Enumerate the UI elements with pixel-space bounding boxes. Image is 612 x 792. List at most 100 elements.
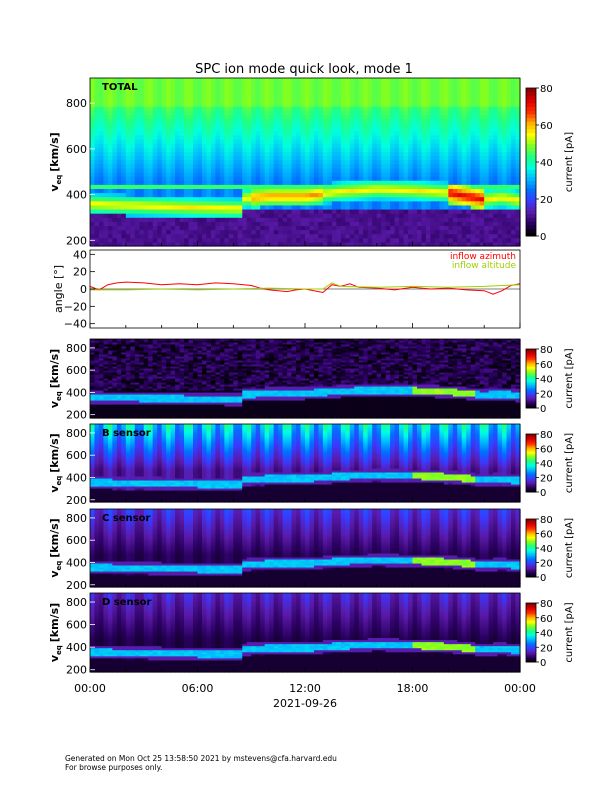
heatmap-cell [161,375,167,379]
heatmap-cell [421,78,427,83]
heatmap-cell [152,171,158,177]
heatmap-cell [210,114,217,120]
heatmap-cell [394,192,400,198]
heatmap-cell [251,229,257,235]
heatmap-cell [367,233,373,239]
heatmap-cell [291,81,297,87]
heatmap-cell [399,85,405,91]
heatmap-cell [434,217,440,222]
heatmap-cell [287,217,293,222]
figure-title: SPC ion mode quick look, mode 1 [195,62,413,77]
heatmap-cell [112,416,118,419]
heatmap-cell [184,363,190,367]
heatmap-cell [493,118,499,124]
heatmap-cell [497,89,503,95]
heatmap-cell [103,391,109,395]
heatmap-cell [184,102,190,107]
heatmap-cell [502,196,508,202]
heatmap-cell [367,167,373,173]
heatmap-cell [107,130,113,136]
heatmap-cell [152,126,158,132]
heatmap-cell [228,155,234,161]
heatmap-cell [175,387,181,391]
heatmap-cell [282,106,288,111]
heatmap-cell [282,134,288,140]
heatmap-cell [358,180,364,185]
heatmap-cell [197,184,203,189]
colorbar-segment [526,232,536,237]
heatmap-cell [237,225,243,231]
heatmap-cell [515,143,521,148]
heatmap-cell [197,241,203,247]
heatmap-cell [430,196,436,202]
heatmap-cell [340,114,346,120]
heatmap-cell [264,130,270,136]
heatmap-cell [103,393,109,397]
heatmap-cell [233,159,239,165]
heatmap-cell [488,155,494,161]
heatmap-cell [219,180,225,185]
heatmap-cell [175,196,181,202]
heatmap-cell [475,192,481,198]
heatmap-cell [475,130,481,136]
heatmap-cell [269,196,275,202]
heatmap-cell [403,85,409,91]
heatmap-cell [448,225,454,231]
heatmap-cell [497,204,503,210]
heatmap-cell [224,106,230,111]
heatmap-cell [488,122,494,128]
heatmap-cell [300,208,306,214]
heatmap-cell [484,200,490,206]
heatmap-cell [98,399,105,403]
heatmap-cell [130,130,136,136]
heatmap-cell [130,373,136,377]
heatmap-cell [479,233,485,239]
heatmap-cell [152,389,158,393]
heatmap-cell [116,357,122,361]
heatmap-cell [143,413,149,417]
heatmap-cell [430,151,436,157]
heatmap-cell [349,213,355,218]
heatmap-cell [157,377,163,381]
heatmap-cell [98,134,105,140]
heatmap-cell [425,114,432,120]
heatmap-cell [300,126,306,132]
heatmap-cell [331,106,337,111]
heatmap-cell [246,225,252,231]
heatmap-cell [358,204,364,210]
heatmap-cell [148,341,154,345]
heatmap-cell [313,89,320,95]
heatmap-cell [278,89,284,95]
heatmap-cell [107,106,113,111]
heatmap-cell [179,122,185,128]
heatmap-cell [210,192,217,198]
heatmap-cell [175,106,181,111]
heatmap-cell [484,163,490,169]
heatmap-cell [345,155,351,161]
heatmap-cell [479,93,485,99]
heatmap-cell [309,89,315,95]
heatmap-cell [461,184,467,189]
heatmap-cell [269,81,275,87]
heatmap-cell [434,78,440,83]
heatmap-cell [488,143,494,148]
heatmap-cell [90,341,96,345]
heatmap-cell [228,130,234,136]
heatmap-cell [103,139,109,144]
heatmap-cell [390,204,396,210]
heatmap-cell [215,217,221,222]
heatmap-cell [278,85,284,91]
heatmap-cell [219,241,225,247]
heatmap-cell [215,151,221,157]
heatmap-cell [479,106,485,111]
heatmap-cell [273,213,279,218]
heatmap-cell [282,188,288,194]
heatmap-cell [206,78,212,83]
heatmap-cell [197,200,203,206]
heatmap-cell [161,233,167,239]
heatmap-cell [139,106,145,111]
heatmap-cell [143,200,149,206]
heatmap-cell [184,341,190,345]
heatmap-cell [116,134,122,140]
heatmap-cell [385,167,391,173]
